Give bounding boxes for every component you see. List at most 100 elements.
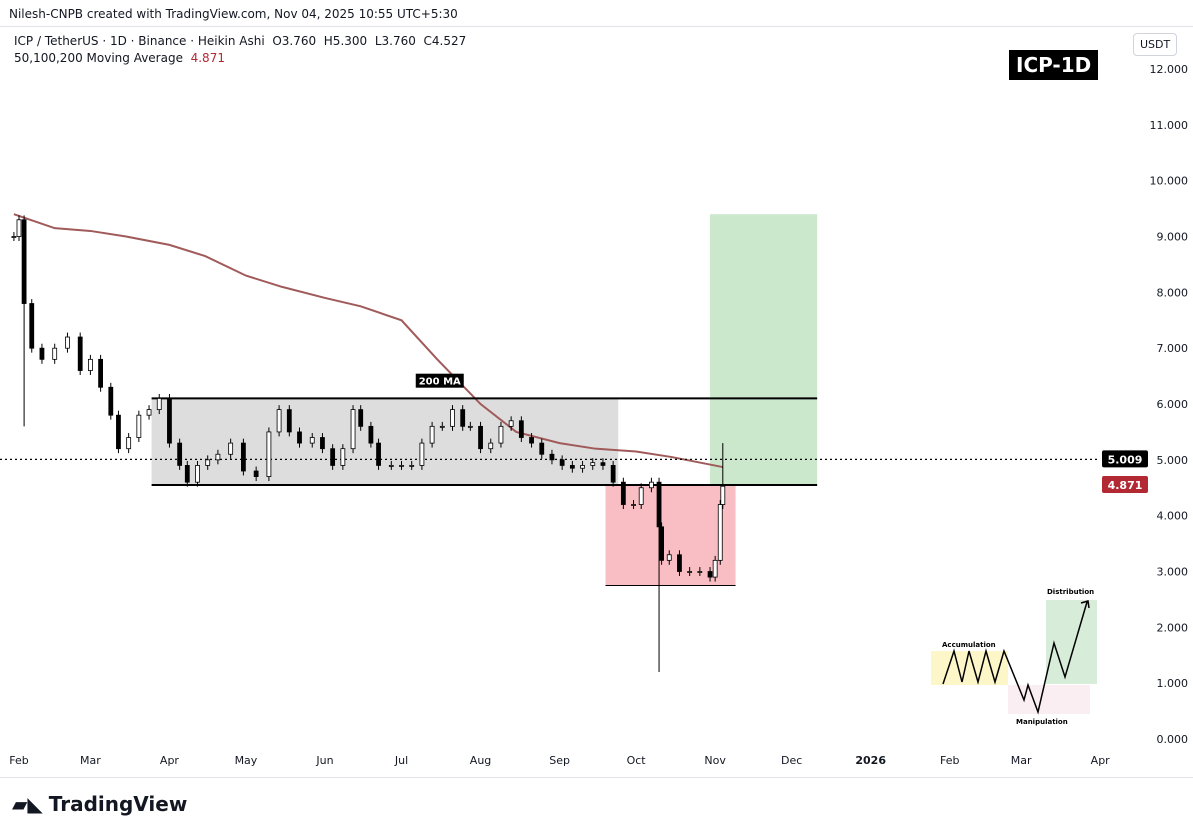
candle-body	[156, 398, 162, 411]
tv-logo-icon: ▰◣	[12, 792, 43, 816]
x-tick-label: Feb	[9, 754, 28, 767]
ohlc-low: L3.760	[374, 34, 416, 48]
candle-body	[16, 219, 22, 237]
candle-body	[340, 448, 346, 466]
ma-annotation: 200 MA	[419, 377, 461, 388]
candle-body	[610, 465, 616, 483]
y-tick-label: 11.000	[1150, 119, 1189, 132]
candle-body	[266, 431, 272, 477]
inset-manipulation-box	[1008, 685, 1090, 714]
legend: ICP / TetherUS · 1D · Binance · Heikin A…	[14, 33, 466, 67]
x-tick-label: 2026	[855, 754, 886, 767]
candle-body	[409, 465, 415, 467]
candle-body	[539, 442, 545, 455]
candle-body	[467, 425, 473, 428]
candle-body	[65, 336, 70, 349]
candle-body	[21, 219, 27, 304]
candle-body	[439, 425, 445, 428]
candle-body	[549, 453, 555, 461]
ma-price-value: 4.871	[1108, 479, 1143, 492]
candle-body	[580, 465, 585, 469]
candle-body	[350, 409, 356, 450]
y-tick-label: 5.000	[1157, 454, 1189, 467]
ma-annotation-bg	[415, 373, 464, 388]
candle-body	[88, 358, 93, 371]
inset-distribution-box	[1046, 600, 1097, 684]
x-tick-label: Oct	[627, 754, 647, 767]
candle-body	[205, 459, 211, 466]
credit-line: Nilesh-CNPB created with TradingView.com…	[9, 7, 458, 21]
ohlc-open: O3.760	[272, 34, 317, 48]
x-tick-label: Apr	[160, 754, 180, 767]
candle-body	[108, 386, 114, 416]
candle-body	[52, 347, 58, 360]
ma-indicator-label[interactable]: 50,100,200 Moving Average	[14, 51, 183, 65]
candle-body	[253, 470, 259, 477]
chart-frame[interactable]	[0, 26, 1193, 778]
y-tick-label: 12.000	[1150, 63, 1189, 76]
candle-body	[450, 409, 455, 427]
candle-body	[116, 414, 121, 450]
candle-body	[569, 465, 575, 469]
tradingview-logo: ▰◣ TradingView	[12, 792, 187, 816]
candle-body	[286, 409, 292, 433]
candle-body	[720, 485, 726, 505]
candle-body	[488, 442, 494, 450]
inset-wyckoff-path	[942, 601, 1088, 715]
y-tick-label: 8.000	[1157, 286, 1189, 299]
candle-body	[460, 409, 466, 427]
x-tick-label: Feb	[940, 754, 959, 767]
y-tick-label: 2.000	[1157, 621, 1189, 634]
candle-body	[39, 347, 45, 360]
y-tick-label: 3.000	[1157, 566, 1189, 579]
candle-body	[177, 442, 183, 466]
candle-body	[687, 571, 693, 573]
inset-arrow-icon	[1080, 600, 1090, 609]
ma-price-tag	[1102, 476, 1148, 494]
chart-badge: ICP-1D	[1009, 50, 1099, 80]
candle-body	[559, 459, 565, 466]
symbol-info[interactable]: ICP / TetherUS · 1D · Binance · Heikin A…	[14, 34, 265, 48]
candle-body	[98, 358, 103, 388]
candle-body	[240, 442, 246, 472]
candle-body	[358, 409, 364, 427]
x-tick-label: Jun	[315, 754, 333, 767]
candle-body	[77, 336, 83, 371]
candle-body	[677, 554, 682, 572]
ohlc-close: C4.527	[423, 34, 467, 48]
candle-body	[368, 425, 374, 444]
candle-body	[330, 448, 336, 466]
range-box	[151, 398, 619, 485]
y-tick-label: 9.000	[1157, 231, 1189, 244]
candle-body	[136, 414, 142, 438]
candle-body	[498, 425, 504, 444]
candle-body	[297, 431, 302, 444]
inset-manipulation-label: Manipulation	[1016, 718, 1068, 726]
candle-body	[320, 437, 325, 450]
y-tick-label: 4.000	[1157, 510, 1189, 523]
y-tick-label: 0.000	[1157, 733, 1189, 746]
y-tick-label: 7.000	[1157, 342, 1189, 355]
currency-button[interactable]: USDT	[1133, 33, 1178, 56]
candle-body	[376, 442, 381, 466]
candle-body	[659, 526, 664, 561]
y-tick-label: 10.000	[1150, 175, 1189, 188]
last-price-value: 5.009	[1108, 453, 1143, 466]
inset-accumulation-box	[931, 651, 1008, 685]
candle-body	[399, 465, 404, 467]
inset-distribution-label: Distribution	[1047, 588, 1094, 596]
candle-body	[184, 465, 190, 483]
price-chart[interactable]: 12.000 11.000 10.000 9.000 8.000 7.000 6.000 5.…	[0, 0, 1193, 780]
candle-body	[656, 481, 662, 528]
candle-body	[309, 437, 315, 444]
y-tick-label: 6.000	[1157, 398, 1189, 411]
candle-body	[712, 559, 718, 578]
candle-body	[11, 236, 17, 238]
candle-body	[276, 409, 282, 433]
candle-body	[429, 425, 435, 444]
candle-body	[228, 442, 234, 455]
ma-value: 4.871	[190, 51, 225, 65]
x-tick-label: Jul	[394, 754, 408, 767]
candle-body	[707, 571, 713, 578]
candle-body	[126, 437, 132, 450]
